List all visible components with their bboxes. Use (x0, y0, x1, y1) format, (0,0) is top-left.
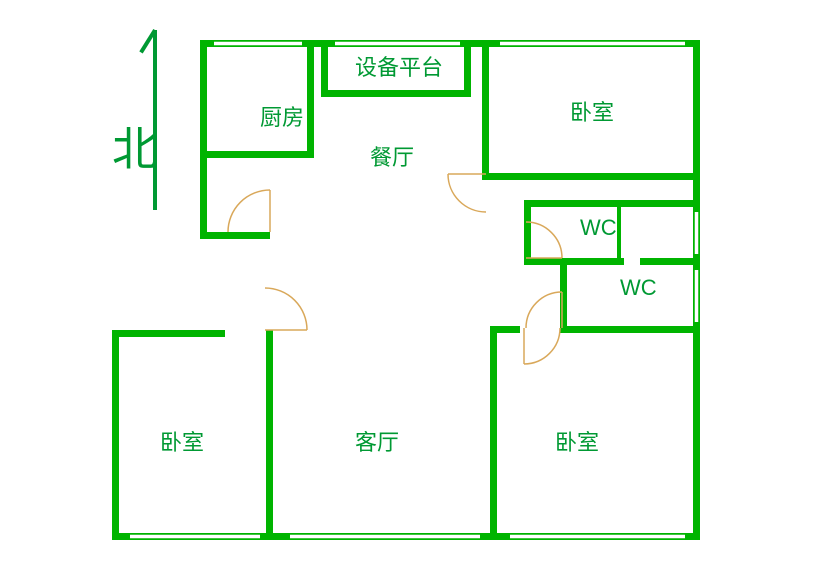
floor-plan: 北 厨房设备平台卧室餐厅WCWC卧室客厅卧室 (0, 0, 832, 576)
wall-segment (490, 326, 497, 540)
doors-layer (228, 174, 562, 364)
thin-walls-layer (617, 207, 621, 259)
wall-segment (200, 232, 270, 239)
wall-segment (640, 258, 700, 265)
label-wc2: WC (620, 275, 657, 300)
compass: 北 (112, 30, 158, 210)
door-arc (265, 288, 307, 330)
wall-segment (160, 330, 225, 337)
label-kitchen: 厨房 (260, 105, 304, 130)
wall-segment (464, 40, 471, 95)
label-living: 客厅 (355, 430, 399, 455)
wall-segment (560, 326, 700, 333)
labels-layer: 厨房设备平台卧室餐厅WCWC卧室客厅卧室 (160, 55, 657, 455)
door-arc (524, 328, 560, 364)
label-equipment: 设备平台 (355, 55, 443, 80)
wall-segment (321, 40, 328, 95)
wall-segment (524, 200, 531, 265)
wall-segment (490, 326, 520, 333)
label-dining: 餐厅 (370, 145, 414, 170)
wall-segment (266, 330, 273, 540)
wall-segment (200, 151, 314, 158)
label-bedroom_sw: 卧室 (160, 430, 204, 455)
wall-segment (307, 40, 314, 158)
wall-segment (524, 200, 700, 207)
label-bedroom_se: 卧室 (555, 430, 599, 455)
wall-segment (200, 40, 207, 236)
label-bedroom_ne: 卧室 (570, 100, 614, 125)
compass-arrow-head (141, 30, 155, 52)
wall-segment (112, 330, 119, 540)
wall-segment (482, 173, 700, 180)
label-wc1: WC (580, 215, 617, 240)
door-arc (526, 222, 562, 258)
wall-segment (321, 90, 471, 97)
thin-wall (617, 207, 621, 259)
wall-segment (560, 258, 567, 333)
wall-segment (524, 258, 624, 265)
wall-segment (482, 40, 489, 180)
door-arc (526, 292, 562, 328)
compass-label: 北 (112, 124, 158, 175)
door-arc (448, 174, 486, 212)
door-arc (228, 190, 270, 232)
